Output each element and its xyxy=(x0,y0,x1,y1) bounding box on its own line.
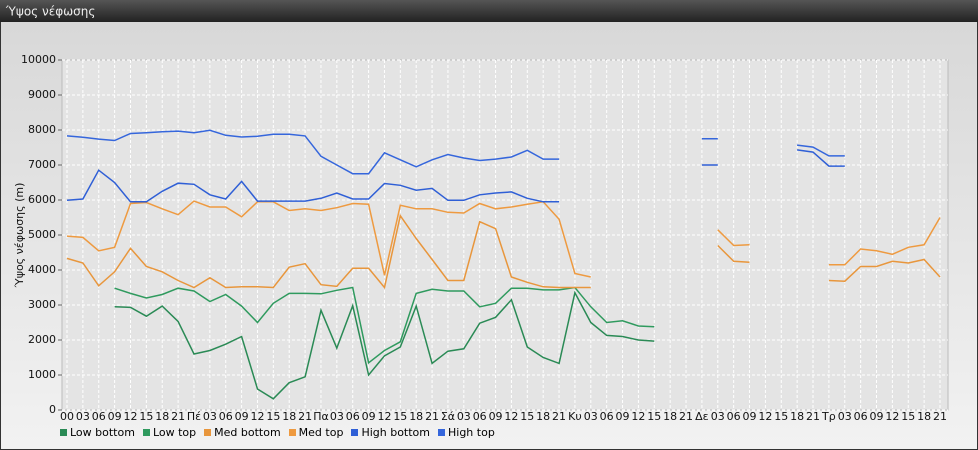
y-tick-label: 3000 xyxy=(28,298,56,311)
x-tick-label: 21 xyxy=(298,410,312,423)
y-tick-label: 0 xyxy=(49,403,56,416)
x-tick-label: 18 xyxy=(663,410,677,423)
x-tick-label: 18 xyxy=(790,410,804,423)
x-tick-label: 21 xyxy=(679,410,693,423)
legend-item: High bottom xyxy=(351,426,430,439)
legend-swatch xyxy=(142,429,150,436)
x-tick-label: 03 xyxy=(330,410,344,423)
x-tick-label: 21 xyxy=(806,410,820,423)
series-line xyxy=(114,286,655,365)
x-tick-label: 18 xyxy=(409,410,423,423)
x-tick-label: 18 xyxy=(282,410,296,423)
x-tick-label: 15 xyxy=(774,410,788,423)
legend-label: High bottom xyxy=(361,426,430,439)
series-line xyxy=(66,129,845,175)
x-tick-label: 03 xyxy=(711,410,725,423)
y-tick-label: 5000 xyxy=(28,228,56,241)
x-tick-label: 06 xyxy=(727,410,741,423)
legend-swatch xyxy=(351,429,359,436)
x-tick-label: 06 xyxy=(600,410,614,423)
x-tick-label: 12 xyxy=(758,410,772,423)
y-tick-label: 8000 xyxy=(28,123,56,136)
x-tick-label: 15 xyxy=(520,410,534,423)
series-line xyxy=(66,149,845,203)
x-tick-label: 21 xyxy=(425,410,439,423)
y-tick-label: 7000 xyxy=(28,158,56,171)
legend-label: Med top xyxy=(298,426,344,439)
x-tick-label: Δε xyxy=(695,410,709,423)
legend-label: Low top xyxy=(152,426,197,439)
x-tick-label: Πα xyxy=(313,410,329,423)
y-tick-label: 2000 xyxy=(28,333,56,346)
legend-item: Low bottom xyxy=(60,426,135,439)
x-tick-label: 09 xyxy=(489,410,503,423)
x-tick-label: 06 xyxy=(854,410,868,423)
legend-swatch xyxy=(204,429,212,436)
series-line xyxy=(66,200,941,278)
legend-item: Low top xyxy=(142,426,197,439)
legend-label: Low bottom xyxy=(70,426,135,439)
x-tick-label: 21 xyxy=(933,410,947,423)
series-line xyxy=(114,290,655,400)
x-tick-label: 00 xyxy=(60,410,74,423)
legend-swatch xyxy=(60,429,67,436)
legend-item: High top xyxy=(438,426,495,439)
x-tick-label: 09 xyxy=(362,410,376,423)
x-tick-label: Πέ xyxy=(187,410,201,423)
x-tick-label: 15 xyxy=(647,410,661,423)
x-tick-label: 15 xyxy=(393,410,407,423)
x-tick-label: 12 xyxy=(377,410,391,423)
x-tick-label: 12 xyxy=(885,410,899,423)
x-tick-label: 15 xyxy=(139,410,153,423)
x-tick-label: 03 xyxy=(838,410,852,423)
y-axis-title: Ύψος νέφωσης (m) xyxy=(13,183,26,289)
x-tick-label: 09 xyxy=(235,410,249,423)
x-tick-label: 06 xyxy=(219,410,233,423)
x-tick-label: 12 xyxy=(123,410,137,423)
x-tick-label: 12 xyxy=(504,410,518,423)
x-tick-label: 06 xyxy=(346,410,360,423)
x-tick-label: 15 xyxy=(266,410,280,423)
x-tick-label: 21 xyxy=(552,410,566,423)
legend-item: Med top xyxy=(288,426,344,439)
y-tick-label: 6000 xyxy=(28,193,56,206)
x-tick-label: 09 xyxy=(743,410,757,423)
legend-swatch xyxy=(438,429,445,436)
x-tick-label: 18 xyxy=(917,410,931,423)
title-bar xyxy=(0,0,978,22)
x-tick-label: 12 xyxy=(631,410,645,423)
y-tick-label: 4000 xyxy=(28,263,56,276)
x-tick-label: 09 xyxy=(108,410,122,423)
legend-swatch xyxy=(288,429,296,436)
y-tick-label: 1000 xyxy=(28,368,56,381)
x-tick-label: 21 xyxy=(171,410,185,423)
x-tick-label: Κυ xyxy=(568,410,582,423)
x-tick-label: 03 xyxy=(584,410,598,423)
x-tick-label: 15 xyxy=(901,410,915,423)
legend-label: Med bottom xyxy=(214,426,281,439)
x-tick-label: 03 xyxy=(76,410,90,423)
x-tick-label: 09 xyxy=(616,410,630,423)
legend-item: Med bottom xyxy=(204,426,281,439)
x-tick-label: 12 xyxy=(250,410,264,423)
legend-label: High top xyxy=(448,426,495,439)
x-tick-label: 03 xyxy=(203,410,217,423)
x-tick-label: Τρ xyxy=(821,410,836,423)
x-tick-label: 18 xyxy=(155,410,169,423)
series-line xyxy=(66,213,941,290)
x-tick-label: 06 xyxy=(92,410,106,423)
y-tick-label: 10000 xyxy=(21,53,56,66)
lines xyxy=(66,129,941,400)
x-tick-label: 18 xyxy=(536,410,550,423)
legend: Low bottom Low top Med bottom Med top High b… xyxy=(60,426,495,439)
x-tick-label: Σά xyxy=(441,410,455,423)
x-tick-label: 09 xyxy=(870,410,884,423)
x-tick-label: 03 xyxy=(457,410,471,423)
x-tick-label: 06 xyxy=(473,410,487,423)
grid xyxy=(58,59,948,411)
window-title: Ύψος νέφωσης xyxy=(5,5,95,19)
y-tick-label: 9000 xyxy=(28,88,56,101)
